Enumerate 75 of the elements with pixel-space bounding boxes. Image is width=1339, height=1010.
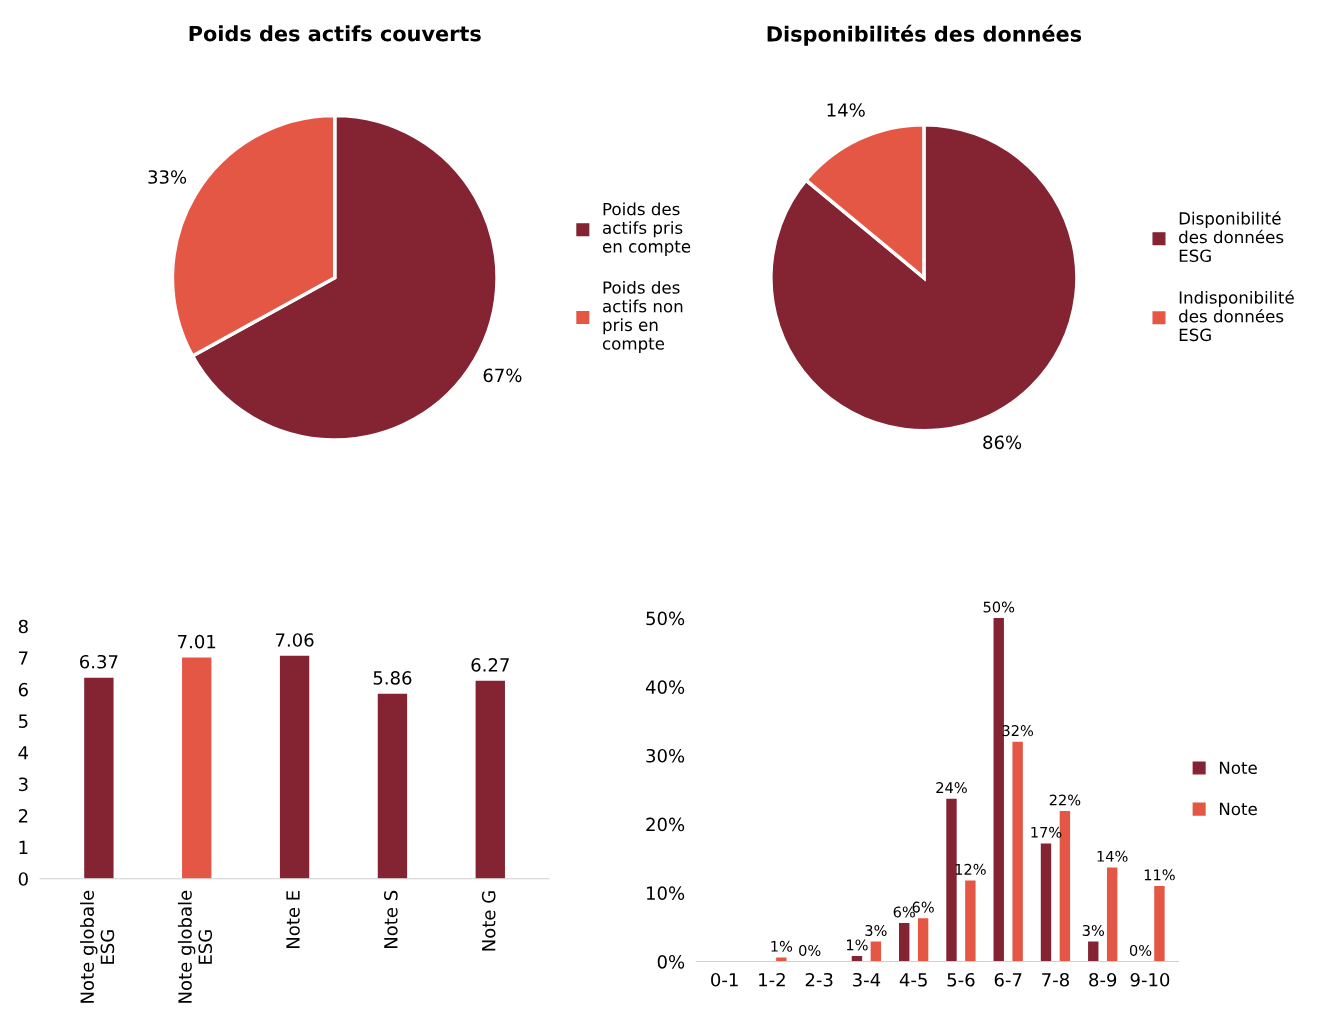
legend-label: Note [1219,761,1257,775]
x-tick-label: 7-8 [1042,972,1069,987]
data-label: 1% [771,940,793,952]
bar [965,880,976,962]
x-tick-label: 9-10 [1130,972,1170,987]
y-tick-label: 30% [646,748,685,763]
y-tick-label: 20% [646,817,685,832]
y-tick-label: 10% [647,886,685,900]
data-label: 7.01 [178,634,216,649]
data-label: 14% [827,103,865,117]
data-label: 86% [983,435,1022,450]
bar [475,680,505,879]
x-tick-label: 0-1 [711,972,738,987]
data-label: 6.27 [471,658,509,672]
data-label: 11% [1144,869,1175,881]
bar [899,923,910,962]
data-label: 3% [1082,924,1105,936]
bar [870,941,882,962]
x-tick-label: Note S [384,890,398,948]
chart-title: Poids des actifs couverts [189,25,481,42]
data-label: 0% [799,944,821,956]
x-tick-label: 2-3 [805,972,833,987]
y-tick-label: 2 [18,809,28,823]
bar [279,655,310,879]
data-label: 14% [1097,850,1128,862]
x-tick-label: 4-5 [899,973,927,987]
data-label: 50% [983,601,1015,613]
y-tick-label: 6 [18,682,28,697]
bar [377,693,408,879]
x-tick-label: 5-6 [947,972,975,987]
data-label: 0% [1129,944,1152,956]
data-label: 67% [483,368,522,383]
legend-label: Poids des actifs non pris en compte [602,280,683,354]
y-tick-label: 3 [18,777,28,792]
y-tick-label: 1 [19,840,28,854]
x-tick-label: Note globale ESG [177,890,213,1003]
y-tick-label: 8 [18,619,28,634]
chart-title: Disponibilités des données [767,24,1082,46]
bar [1154,885,1165,962]
y-tick-label: 5 [18,714,28,728]
bar [1012,741,1023,962]
bar [917,918,929,962]
x-tick-label: 1-2 [759,972,785,987]
data-label: 3% [865,924,887,936]
data-label: 7.06 [275,633,314,647]
data-label: 33% [148,170,187,184]
bar [84,677,114,879]
bar [776,957,787,962]
bar [1106,867,1118,962]
bar [1088,941,1099,962]
x-tick-label: 3-4 [853,972,881,987]
y-tick-label: 40% [645,680,685,694]
y-tick-label: 4 [18,746,29,760]
legend-label: Indisponibilité des données ESG [1179,290,1294,342]
data-label: 5.86 [373,671,412,685]
data-label: 6.37 [80,654,118,669]
bar [993,618,1004,962]
data-label: 24% [936,782,967,794]
data-label: 1% [846,939,868,951]
data-label: 22% [1049,794,1081,806]
x-tick-label: 6-7 [994,972,1022,987]
legend-label: Note [1219,802,1257,816]
bar [182,657,212,879]
legend-label: Poids des actifs pris en compte [602,202,691,256]
x-tick-label: 8-9 [1089,972,1117,987]
y-tick-label: 7 [19,651,28,665]
x-tick-label: Note globale ESG [80,890,115,1003]
y-tick-label: 50% [646,611,685,626]
bar [1040,843,1052,962]
legend-label: Disponibilité des données ESG [1179,211,1284,263]
x-tick-label: Note G [481,891,496,951]
x-tick-label: Note E [286,890,300,948]
y-tick-label: 0 [18,872,28,886]
y-tick-label: 0% [657,954,685,969]
bar [946,798,957,962]
